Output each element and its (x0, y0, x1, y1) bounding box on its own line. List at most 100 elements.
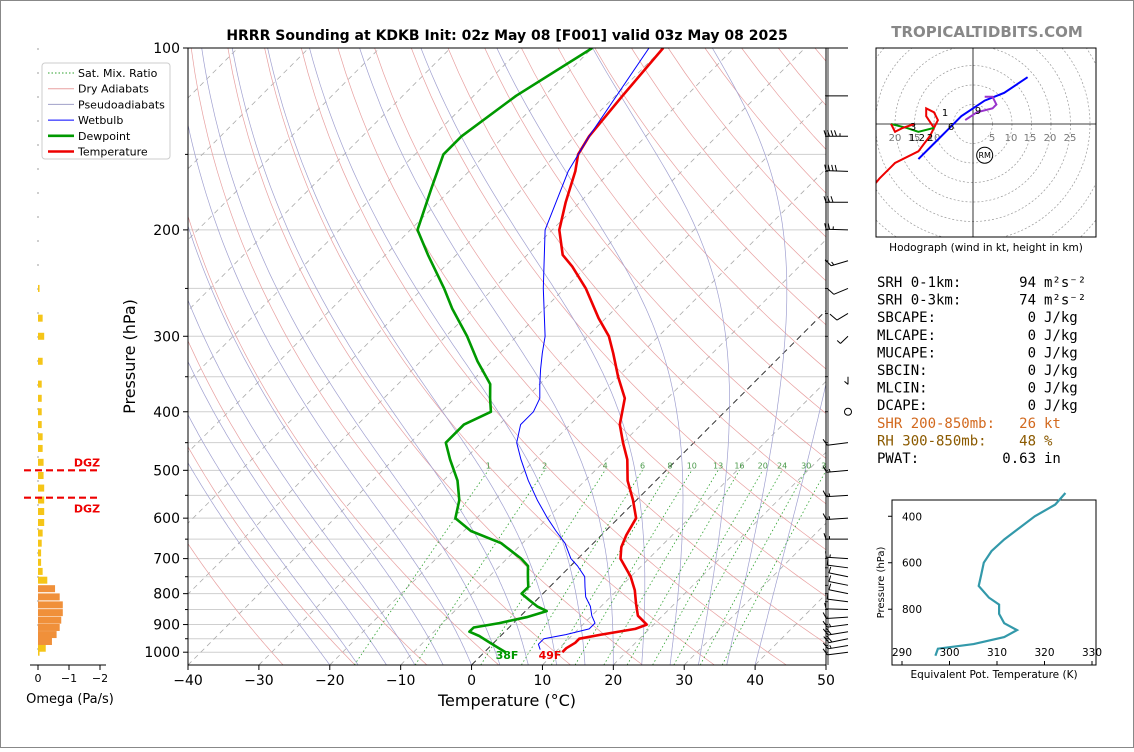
index-value: 26 (1019, 416, 1036, 432)
omega-bar (38, 593, 60, 600)
theta-e-y-tick-label: 600 (902, 558, 922, 570)
mixing-ratio-label: 13 (713, 461, 723, 470)
surface-temp-label: 49F (539, 649, 562, 662)
index-label: MUCAPE: (877, 345, 936, 361)
y-tick-label: 200 (153, 223, 180, 239)
omega-bar (38, 638, 52, 645)
legend-label: Dry Adiabats (78, 83, 149, 96)
omega-bar (38, 617, 61, 624)
index-value: 0 (1028, 398, 1036, 414)
omega-bar (38, 485, 44, 492)
y-tick-label: 100 (153, 41, 180, 57)
theta-e-x-tick-label: 330 (1082, 647, 1102, 659)
hodo-ring-label: 10 (1005, 133, 1018, 144)
index-unit: % (1044, 433, 1053, 449)
omega-bar (38, 445, 43, 452)
chart-title: HRRR Sounding at KDKB Init: 02z May 08 [… (226, 28, 787, 44)
mixing-ratio-label: 4 (603, 461, 608, 470)
hodo-height-label: 6 (948, 122, 954, 133)
omega-bar (38, 358, 43, 365)
omega-bar (38, 645, 46, 652)
x-tick-label: 10 (534, 673, 552, 689)
legend-label: Pseudoadiabats (78, 98, 165, 111)
x-tick-label: −30 (244, 673, 274, 689)
omega-bar (38, 631, 57, 638)
omega-bar (38, 459, 44, 466)
mixing-ratio-label: 16 (734, 461, 744, 470)
mixing-ratio-label: 2 (542, 461, 547, 470)
omega-bar (38, 585, 55, 592)
y-tick-label: 600 (153, 511, 180, 527)
index-unit: J/kg (1044, 363, 1078, 379)
omega-bar (38, 508, 44, 515)
legend-label: Temperature (77, 146, 148, 159)
theta-e-x-tick-label: 300 (939, 647, 959, 659)
hodo-height-label: 9 (975, 106, 981, 117)
mixing-ratio-label: 24 (777, 461, 787, 470)
theta-e-x-tick-label: 290 (892, 647, 912, 659)
index-label: MLCIN: (877, 381, 928, 397)
barb-half-flag (829, 516, 830, 519)
omega-bar (38, 472, 44, 479)
omega-bar (38, 519, 44, 526)
hodo-ring-label: 5 (989, 133, 995, 144)
index-value: 0 (1028, 345, 1036, 361)
right-mover-label: RM (978, 151, 991, 160)
index-value: 0 (1028, 363, 1036, 379)
index-label: DCAPE: (877, 398, 928, 414)
x-tick-label: 50 (817, 673, 835, 689)
omega-x-tick-label: −2 (92, 672, 108, 685)
index-value: 0 (1028, 381, 1036, 397)
theta-e-y-tick-label: 800 (902, 604, 922, 616)
mixing-ratio-label: 20 (758, 461, 768, 470)
barb-flag (827, 559, 828, 565)
brand-watermark: TROPICALTIDBITS.COM (891, 23, 1083, 41)
x-tick-label: −40 (173, 673, 203, 689)
index-unit: m²s⁻² (1044, 293, 1086, 309)
y-tick-label: 1000 (144, 645, 180, 661)
index-value: 0 (1028, 310, 1036, 326)
index-label: SBCAPE: (877, 310, 936, 326)
omega-bar (38, 549, 41, 556)
omega-bar (38, 285, 40, 292)
index-unit: J/kg (1044, 310, 1078, 326)
mixing-ratio-label: 1 (486, 461, 491, 470)
omega-bar (38, 559, 41, 566)
y-tick-label: 300 (153, 329, 180, 345)
hodo-height-label: 2 (927, 133, 933, 144)
index-label: SRH 0-1km: (877, 275, 961, 291)
index-value: 74 (1019, 293, 1036, 309)
mixing-ratio-label: 10 (687, 461, 697, 470)
legend-label: Sat. Mix. Ratio (78, 67, 158, 80)
y-tick-label: 500 (153, 463, 180, 479)
index-unit: J/kg (1044, 328, 1078, 344)
omega-bar (38, 624, 60, 631)
theta-e-x-tick-label: 310 (987, 647, 1007, 659)
omega-x-label: Omega (Pa/s) (26, 692, 114, 707)
x-tick-label: 30 (675, 673, 693, 689)
y-tick-label: 900 (153, 618, 180, 634)
mixing-ratio-label: 30 (801, 461, 811, 470)
x-tick-label: −10 (386, 673, 416, 689)
y-tick-label: 400 (153, 405, 180, 421)
legend-label: Dewpoint (78, 130, 131, 143)
index-value: 48 (1019, 433, 1036, 449)
omega-bar (38, 568, 43, 575)
index-unit: m²s⁻² (1044, 275, 1086, 291)
omega-bar (38, 540, 42, 547)
x-axis-label: Temperature (°C) (437, 691, 576, 710)
dgz-bottom-label: DGZ (74, 503, 100, 516)
hodo-height-label: 1.2 (909, 133, 925, 144)
omega-bar (38, 315, 43, 322)
legend: Sat. Mix. Ratio Dry Adiabats Pseudoadiabat… (42, 63, 170, 159)
theta-e-x-label: Equivalent Pot. Temperature (K) (910, 669, 1077, 681)
index-unit: J/kg (1044, 398, 1078, 414)
index-label: MLCAPE: (877, 328, 936, 344)
legend-label: Wetbulb (78, 114, 123, 127)
theta-e-y-label: Pressure (hPa) (876, 547, 887, 619)
hodo-caption: Hodograph (wind in kt, height in km) (889, 242, 1083, 254)
index-label: PWAT: (877, 451, 919, 467)
index-label: SHR 200-850mb: (877, 416, 995, 432)
